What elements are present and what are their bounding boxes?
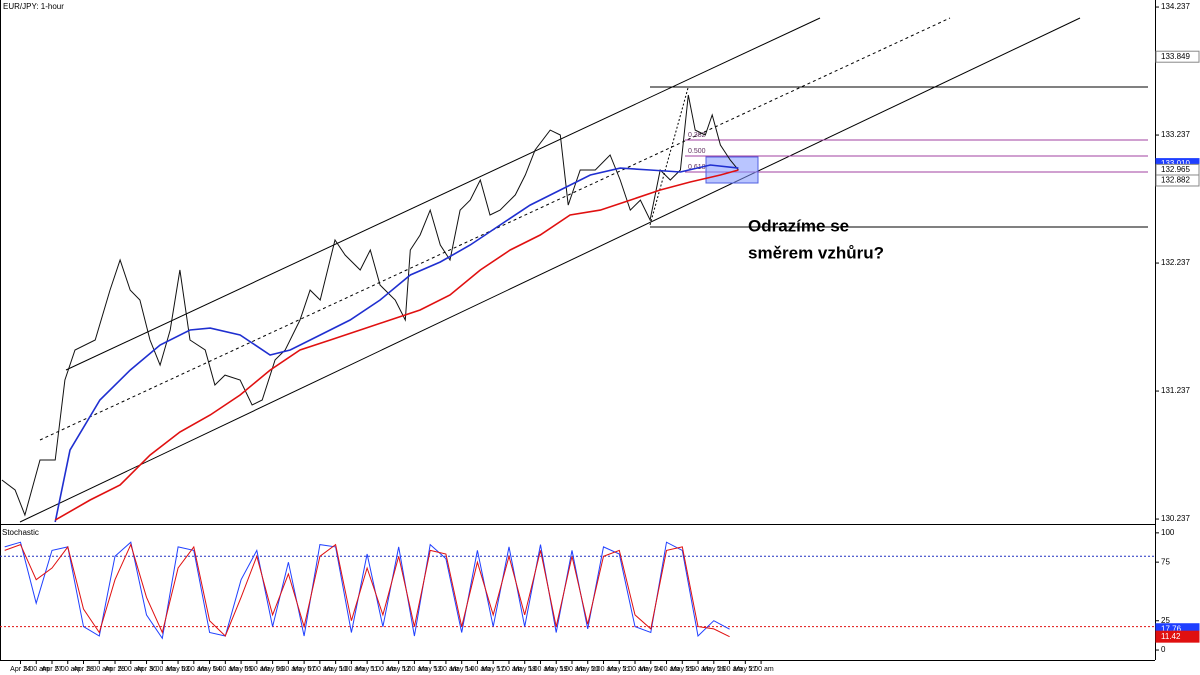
x-tick-label: 5:00 am [433,666,458,673]
x-tick-label: May 27 [734,666,757,673]
x-tick-label: May 05 [230,666,253,673]
annotation: Odrazíme se [748,216,849,235]
x-tick-label: 5:00 am [181,666,206,673]
x-tick-label: May 07 [293,666,316,673]
x-tick-label: 5:00 am [276,666,301,673]
price-marker [1155,174,1200,187]
x-tick-label: 5:00 am [465,666,490,673]
x-tick-label: May 24 [639,666,662,673]
x-tick-label: 5:00 am [591,666,616,673]
x-tick-label: Apr 30 [136,666,157,673]
x-tick-label: 5:00 am [244,666,269,673]
channel-upper [65,17,821,371]
price-line [54,169,739,521]
drawings [19,17,1148,523]
x-tick-label: May 03 [167,666,190,673]
y-tick-label: 25 [1161,616,1170,625]
price-marker [1155,50,1200,63]
price-marker [1155,630,1200,643]
x-tick-label: May 06 [261,666,284,673]
channel-lower [19,17,1081,523]
x-tick-label: May 13 [419,666,442,673]
price-line [54,164,739,523]
x-tick-label: 5:00 am [717,666,742,673]
panel-title: Stochastic [2,528,39,537]
x-tick-label: 5:00 am [55,666,80,673]
x-tick-label: May 17 [482,666,505,673]
price-marker-label: 17.76 [1161,624,1182,633]
y-tick-label: 100 [1161,528,1175,537]
x-tick-label: 5:00 am [24,666,49,673]
fib-label: 0.382 [688,132,706,139]
x-tick-label: May 12 [387,666,410,673]
frame [0,0,1156,661]
price-marker-label: 133.010 [1161,159,1190,168]
x-tick-label: May 19 [545,666,568,673]
x-tick-label: 5:00 am [748,666,773,673]
price-marker-label: 11.42 [1161,632,1181,641]
price-marker-label: 133.849 [1161,52,1190,61]
x-tick-label: Apr 28 [73,666,94,673]
x-tick-label: 5:00 am [118,666,143,673]
x-tick-label: 5:00 am [402,666,427,673]
x-tick-label: 5:00 am [87,666,112,673]
x-tick-label: 5:00 am [339,666,364,673]
zone-box [705,156,759,184]
y-tick-label: 0 [1161,645,1166,654]
x-tick-label: 5:00 am [213,666,238,673]
x-tick-label: 5:00 am [654,666,679,673]
price-line [1,94,739,517]
x-tick-label: May 11 [356,666,379,673]
x-tick-label: May 14 [450,666,473,673]
y-tick-label: 130.237 [1161,514,1190,523]
x-tick-label: May 20 [576,666,599,673]
x-tick-label: 5:00 am [307,666,332,673]
y-tick-label: 133.237 [1161,130,1190,139]
x-tick-label: 5:00 am [559,666,584,673]
x-tick-label: 5:00 am [622,666,647,673]
x-tick-label: 5:00 am [370,666,395,673]
y-tick-label: 131.237 [1161,386,1190,395]
x-tick-label: 5:00 am [496,666,521,673]
y-tick-label: 134.237 [1161,2,1190,11]
price-line [4,541,730,640]
x-tick-label: 5:00 am [528,666,553,673]
x-tick-label: Apr 24 [10,666,31,673]
x-tick-label: Apr 27 [42,666,63,673]
fib-label: 0.500 [688,148,706,155]
annotation: směrem vzhůru? [748,243,884,262]
price-line [4,543,730,638]
y-tick-label: 132.237 [1161,258,1190,267]
x-tick-label: May 10 [324,666,347,673]
x-tick-label: May 25 [671,666,694,673]
chart-title: EUR/JPY: 1-hour [3,2,64,11]
x-tick-label: May 04 [198,666,221,673]
x-tick-label: Apr 29 [105,666,126,673]
x-tick-label: May 26 [702,666,725,673]
price-marker-label: 132.882 [1161,176,1190,185]
y-tick-label: 75 [1161,557,1170,566]
price-marker-label: 132.965 [1161,165,1190,174]
x-tick-label: 5:00 am [685,666,710,673]
x-tick-label: May 21 [608,666,631,673]
x-tick-label: 5:00 am [150,666,175,673]
x-tick-label: May 18 [513,666,536,673]
channel-middle [39,17,951,441]
